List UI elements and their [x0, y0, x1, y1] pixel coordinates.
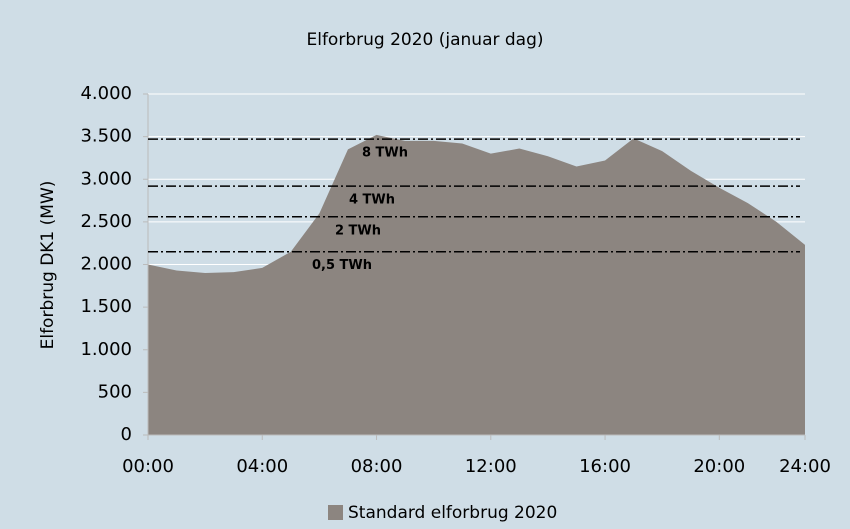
x-tick-label: 12:00 — [465, 456, 517, 477]
x-tick-label: 20:00 — [693, 456, 745, 477]
reference-label: 8 TWh — [362, 146, 408, 161]
y-tick-label: 1.500 — [80, 296, 132, 317]
x-tick-label: 16:00 — [579, 456, 631, 477]
reference-label: 2 TWh — [335, 223, 381, 238]
y-tick-label: 3.000 — [80, 168, 132, 189]
reference-label: 4 TWh — [349, 193, 395, 208]
area — [148, 134, 805, 436]
x-tick-label: 08:00 — [351, 456, 403, 477]
chart-title: Elforbrug 2020 (januar dag) — [306, 30, 543, 50]
y-tick-label: 2.500 — [80, 211, 132, 232]
legend-label: Standard elforbrug 2020 — [348, 503, 557, 523]
x-tick-label: 24:00 — [779, 456, 831, 477]
legend-swatch — [328, 505, 343, 520]
y-tick-label: 2.000 — [80, 254, 132, 275]
y-tick-label: 1.000 — [80, 339, 132, 360]
y-tick-label: 4.000 — [80, 83, 132, 104]
x-tick-label: 04:00 — [236, 456, 288, 477]
reference-label: 0,5 TWh — [312, 258, 372, 273]
y-tick-label: 3.500 — [80, 126, 132, 147]
x-tick-label: 00:00 — [122, 456, 174, 477]
y-tick-label: 500 — [98, 381, 132, 402]
y-tick-label: 0 — [121, 424, 132, 445]
y-axis-label: Elforbrug DK1 (MW) — [38, 181, 58, 350]
